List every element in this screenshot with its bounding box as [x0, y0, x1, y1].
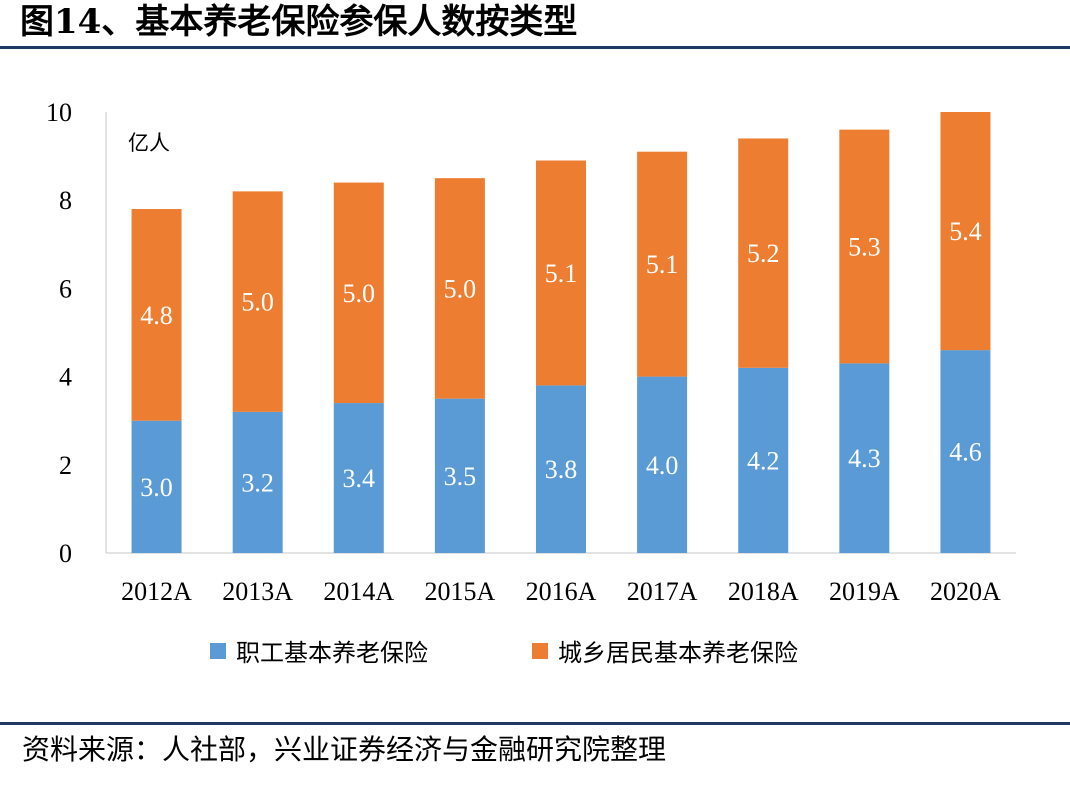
- data-label: 5.3: [848, 233, 881, 262]
- y-tick-label: 6: [59, 274, 72, 303]
- y-tick-label: 10: [46, 98, 72, 127]
- data-label: 5.0: [444, 274, 477, 303]
- data-label: 5.1: [545, 259, 578, 288]
- bar-segment-resident: [940, 112, 991, 351]
- x-tick-label: 2013A: [222, 577, 293, 606]
- bar-segment-employee: [839, 363, 890, 553]
- y-tick-label: 2: [59, 451, 72, 480]
- x-tick-label: 2014A: [323, 577, 394, 606]
- top-rule: [0, 46, 1070, 49]
- data-label: 5.0: [241, 288, 274, 317]
- chart-bars: [131, 112, 991, 553]
- bar-segment-resident: [434, 178, 485, 399]
- data-label: 3.2: [241, 468, 274, 497]
- data-label: 4.0: [646, 451, 679, 480]
- bar-segment-resident: [738, 138, 789, 368]
- y-tick-label: 8: [59, 186, 72, 215]
- data-label: 5.2: [747, 239, 780, 268]
- bar-segment-employee: [232, 411, 283, 553]
- bar-segment-employee: [333, 403, 384, 553]
- bar-segment-resident: [839, 129, 890, 364]
- bottom-rule: [0, 722, 1070, 725]
- y-tick-label: 4: [59, 363, 72, 392]
- bar-segment-resident: [232, 191, 283, 412]
- data-label: 3.0: [140, 473, 173, 502]
- x-tick-label: 2019A: [829, 577, 900, 606]
- legend-swatch: [210, 643, 226, 659]
- data-label: 5.0: [343, 279, 376, 308]
- stacked-bar-chart: 0 2 4 6 8 10 2012A 2013A 2014A 2015A 2016A 2017A 201…: [46, 98, 1016, 667]
- bar-segment-employee: [131, 420, 182, 553]
- bar-segment-employee: [434, 398, 485, 553]
- data-label: 4.2: [747, 446, 780, 475]
- data-label: 3.8: [545, 455, 578, 484]
- data-label: 3.5: [444, 462, 477, 491]
- legend-label-employee: 职工基本养老保险: [236, 639, 428, 667]
- x-tick-label: 2016A: [526, 577, 597, 606]
- data-label: 5.4: [949, 217, 982, 246]
- bar-segment-resident: [637, 151, 688, 377]
- bar-segment-employee: [940, 350, 991, 553]
- x-tick-label: 2018A: [728, 577, 799, 606]
- x-tick-label: 2020A: [930, 577, 1001, 606]
- bar-segment-employee: [738, 367, 789, 553]
- data-label: 3.4: [343, 464, 376, 493]
- legend-label-resident: 城乡居民基本养老保险: [558, 639, 798, 667]
- x-tick-label: 2012A: [121, 577, 192, 606]
- y-tick-label: 0: [59, 539, 72, 568]
- legend-swatch: [532, 643, 548, 659]
- bar-segment-resident: [333, 182, 384, 404]
- unit-label: 亿人: [128, 131, 170, 155]
- data-label: 4.6: [949, 438, 982, 467]
- data-label: 4.3: [848, 444, 881, 473]
- bar-segment-employee: [637, 376, 688, 553]
- chart-data-labels: 3.0 4.8 3.2 5.0 3.4 5.0 3.5 5.0 3.8 5.1 4.0 5.1 4.2 5…: [140, 217, 981, 502]
- data-label: 5.1: [646, 250, 679, 279]
- bar-segment-resident: [131, 209, 182, 421]
- bar-segment-resident: [536, 160, 586, 386]
- figure-title: 图14、基本养老保险参保人数按类型: [20, 2, 578, 42]
- bar-segment-employee: [536, 385, 586, 553]
- x-tick-label: 2015A: [424, 577, 495, 606]
- x-tick-label: 2017A: [627, 577, 698, 606]
- source-note: 资料来源：人社部，兴业证券经济与金融研究院整理: [22, 733, 667, 766]
- data-label: 4.8: [140, 301, 173, 330]
- chart-legend: 职工基本养老保险 城乡居民基本养老保险: [210, 639, 798, 667]
